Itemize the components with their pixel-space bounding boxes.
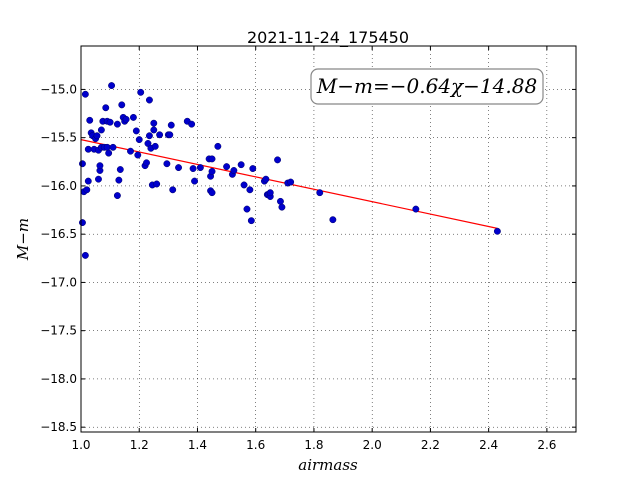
data-point [115,176,123,184]
y-tick-label: −17.5 [40,324,77,338]
data-point [150,126,158,134]
data-point [79,160,86,168]
data-point [145,132,153,140]
data-point [262,175,270,183]
data-point [103,143,111,151]
data-point [196,164,204,172]
data-point [246,186,254,194]
data-point [116,166,124,173]
y-tick-label: −15.0 [40,82,77,96]
data-point [81,90,89,98]
data-point [84,145,92,153]
data-point [189,165,197,173]
y-tick-label: −17.0 [40,275,77,289]
y-axis-label: M−m [14,218,32,261]
data-point [167,121,175,129]
data-point [83,186,91,194]
data-point [163,160,171,168]
equation-box [310,68,544,105]
data-point [95,175,102,183]
data-point [137,88,145,96]
x-tick-label: 1.6 [246,438,265,452]
data-point [151,142,159,150]
y-tick-label: −18.0 [40,372,77,386]
data-point [86,116,94,124]
data-point [266,189,274,197]
x-tick-label: 1.2 [130,438,149,452]
data-point [278,203,286,211]
data-point [237,161,245,169]
data-point [247,217,255,225]
data-point [240,181,248,189]
plot-area [81,46,576,432]
data-point [191,177,199,185]
data-point [274,156,281,164]
data-point [153,180,161,188]
data-point [316,189,324,197]
data-point [175,164,182,172]
data-point [109,143,117,151]
data-point [249,165,257,173]
equation-annotation: M−m=−0.64χ−14.88 [310,68,544,105]
data-point [223,163,231,171]
data-point [329,216,337,224]
data-point [97,126,105,134]
data-point [169,186,177,194]
plot-frame [80,45,577,433]
data-point [208,189,216,197]
data-point [208,168,216,175]
equation-text: M−m=−0.64χ−14.88 [316,74,537,98]
x-tick-label: 1.8 [304,438,323,452]
data-point [81,251,89,259]
x-tick-label: 2.6 [537,438,556,452]
data-point [93,132,101,140]
data-point [493,227,501,235]
data-point [277,197,284,205]
y-tick-label: −16.5 [40,227,77,241]
data-point [96,162,104,170]
data-point [84,177,92,185]
y-tick-label: −16.0 [40,179,77,193]
x-tick-label: 2.4 [479,438,498,452]
data-point [127,147,134,155]
data-point [143,159,150,167]
axis-ticks: 1.0 1.2 1.4 1.6 1.8 2.0 2.2 2.4 2.6 −15.0 −15.5 −16… [40,46,576,452]
data-point [145,96,153,104]
data-point [243,205,251,213]
data-point [412,205,420,213]
y-tick-label: −18.5 [40,420,77,434]
data-point [105,149,113,157]
data-point [188,120,196,128]
data-point [122,115,130,123]
data-point [129,113,137,121]
data-point [150,119,158,127]
data-point [102,104,110,112]
data-point [108,82,116,90]
data-point [118,101,126,109]
data-point [106,118,114,126]
y-tick-label: −15.5 [40,131,77,145]
x-tick-label: 1.0 [71,438,90,452]
chart-title: 2021-11-24_175450 [247,28,409,48]
data-point [208,155,216,163]
data-point [287,178,295,186]
x-tick-label: 2.2 [421,438,440,452]
x-tick-label: 2.0 [363,438,382,452]
data-point [113,192,121,200]
data-point [132,127,140,135]
data-point [214,142,222,150]
x-axis-label: airmass [298,456,358,474]
data-point [134,151,142,159]
data-point [166,131,174,139]
x-tick-label: 1.4 [188,438,207,452]
data-point [79,219,86,227]
data-point [113,120,121,128]
data-point [156,131,164,139]
data-point [230,167,238,174]
data-point [135,136,143,144]
